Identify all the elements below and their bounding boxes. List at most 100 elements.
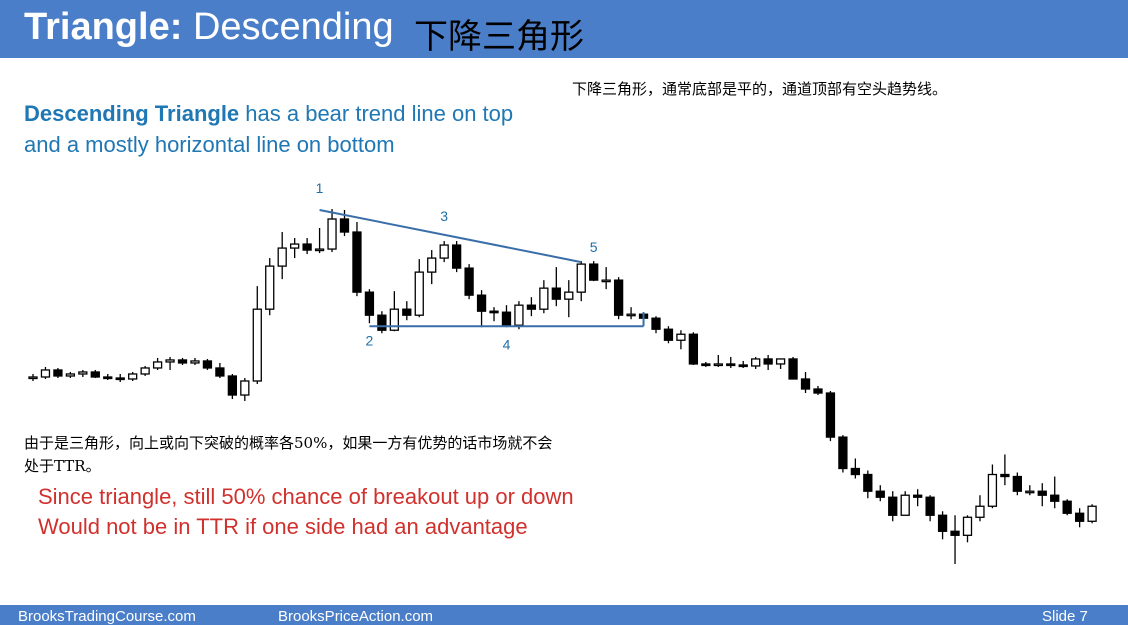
candle-bull bbox=[40, 369, 51, 378]
candle-bear bbox=[489, 310, 499, 314]
candle-bear bbox=[302, 243, 312, 251]
candle-bull bbox=[414, 271, 424, 316]
candle-bear bbox=[651, 317, 661, 330]
breakout-note-line2: Would not be in TTR if one side had an a… bbox=[38, 514, 528, 539]
candle-bull bbox=[277, 247, 287, 267]
candle-bear bbox=[925, 496, 935, 516]
candle-bull bbox=[314, 248, 325, 252]
footer-left-link[interactable]: BrooksTradingCourse.com bbox=[18, 608, 196, 625]
candle-bear bbox=[589, 263, 599, 281]
candle-bull bbox=[389, 308, 399, 331]
candle-bear bbox=[875, 490, 885, 498]
swing-point-label: 3 bbox=[440, 208, 448, 224]
slide-title: Triangle: Descending bbox=[24, 6, 394, 49]
candle-bear bbox=[501, 311, 512, 326]
candle-bull bbox=[265, 265, 275, 310]
candle-bull bbox=[240, 380, 250, 396]
chinese-note-top: 下降三角形，通常底部是平的，通道顶部有空头趋势线。 bbox=[572, 80, 948, 98]
candle-bull bbox=[900, 494, 910, 516]
candle-bear bbox=[663, 328, 674, 341]
candle-bear bbox=[364, 291, 375, 316]
candle-bull bbox=[514, 304, 524, 326]
footer-middle-link[interactable]: BrooksPriceAction.com bbox=[278, 608, 434, 625]
candle-bear bbox=[227, 375, 238, 396]
candle-bull bbox=[962, 516, 973, 536]
candle-bear bbox=[464, 267, 474, 296]
candle-bull bbox=[152, 361, 163, 369]
swing-point-label: 4 bbox=[503, 336, 511, 352]
candle-bull bbox=[140, 367, 150, 375]
candle-bull bbox=[987, 473, 998, 507]
candle-bull bbox=[252, 308, 262, 382]
chinese-note-body: 由于是三角形，向上或向下突破的概率各50%，如果一方有优势的话市场就不会处于TT… bbox=[24, 434, 553, 475]
candle-bear bbox=[1062, 500, 1072, 514]
description-line2: and a mostly horizontal line on bottom bbox=[24, 132, 395, 157]
candle-bear bbox=[701, 363, 711, 367]
candle-bull bbox=[65, 373, 76, 377]
swing-point-label: 1 bbox=[316, 180, 324, 196]
candle-bear bbox=[476, 294, 487, 312]
title-rest: Descending bbox=[192, 6, 394, 48]
candle-bear bbox=[937, 514, 948, 532]
candle-bear bbox=[950, 530, 960, 536]
candle-bear bbox=[738, 364, 748, 368]
candle-bull bbox=[290, 243, 300, 249]
candle-bear bbox=[888, 496, 898, 516]
candle-bull bbox=[975, 505, 985, 518]
candle-bear bbox=[1037, 490, 1047, 496]
breakout-note: Since triangle, still 50% chance of brea… bbox=[38, 482, 574, 542]
candle-bear bbox=[526, 304, 537, 310]
candle-bear bbox=[215, 367, 225, 377]
candle-bear bbox=[850, 467, 861, 476]
candle-bear bbox=[838, 436, 848, 470]
candle-bull bbox=[427, 257, 437, 273]
candle-bull bbox=[190, 360, 200, 364]
candle-bear bbox=[1000, 473, 1010, 478]
bear-trend-line bbox=[319, 209, 582, 264]
title-bold: Triangle: bbox=[24, 6, 183, 48]
candle-bear bbox=[688, 333, 699, 365]
candle-bull bbox=[1087, 505, 1097, 522]
candle-bear bbox=[1050, 494, 1060, 502]
candle-bear bbox=[451, 244, 462, 269]
candle-bull bbox=[28, 376, 38, 380]
description-line1: has a bear trend line on top bbox=[239, 101, 514, 126]
candle-bull bbox=[327, 218, 337, 250]
candle-bull bbox=[775, 358, 786, 365]
candle-bull bbox=[1025, 490, 1035, 494]
candle-bull bbox=[78, 371, 88, 375]
candle-bear bbox=[352, 231, 362, 293]
candle-bull bbox=[626, 313, 636, 317]
candle-bear bbox=[551, 287, 561, 300]
title-bar: Triangle: Descending 下降三角形 bbox=[0, 0, 1128, 58]
candle-bear bbox=[1074, 512, 1085, 522]
candle-bear bbox=[339, 218, 350, 233]
candle-bull bbox=[439, 244, 449, 259]
candle-bull bbox=[601, 279, 611, 283]
candle-bull bbox=[676, 333, 686, 341]
slide-title-chinese: 下降三角形 bbox=[414, 17, 584, 57]
candle-bear bbox=[202, 360, 213, 369]
candle-bear bbox=[402, 308, 412, 316]
candle-bear bbox=[763, 358, 773, 365]
candle-bull bbox=[713, 363, 723, 367]
candle-bear bbox=[177, 359, 188, 364]
description-bold: Descending Triangle bbox=[24, 101, 240, 126]
candle-bear bbox=[115, 377, 125, 381]
candle-bull bbox=[564, 291, 574, 300]
candle-bear bbox=[788, 358, 798, 380]
candle-bear bbox=[913, 494, 923, 498]
slide-number: Slide 7 bbox=[1042, 608, 1088, 625]
description: Descending Triangle has a bear trend lin… bbox=[24, 98, 513, 160]
candle-bear bbox=[863, 473, 873, 492]
swing-point-label: 5 bbox=[590, 239, 598, 255]
candle-bull bbox=[539, 287, 549, 310]
candle-bull bbox=[128, 373, 138, 380]
candle-bull bbox=[751, 358, 761, 367]
footer-bar: BrooksTradingCourse.com BrooksPriceActio… bbox=[0, 605, 1128, 625]
candle-bear bbox=[53, 369, 63, 377]
candle-bear bbox=[90, 371, 100, 378]
candle-bear bbox=[825, 392, 836, 438]
candle-bull bbox=[165, 359, 175, 363]
